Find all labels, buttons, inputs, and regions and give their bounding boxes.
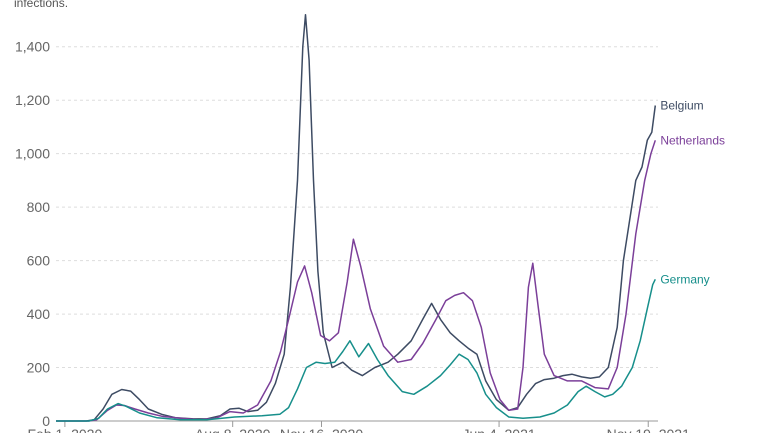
x-tick-label: Aug 8, 2020: [195, 426, 271, 433]
y-tick-label: 600: [27, 253, 51, 269]
x-axis: Feb 1, 2020 Aug 8, 2020 Nov 16, 2020 Jun 4,…: [28, 420, 690, 433]
series-lines: [56, 13, 657, 422]
series-line-netherlands: [56, 140, 657, 422]
x-tick-label: Feb 1, 2020: [28, 426, 103, 433]
series-line-germany: [56, 278, 656, 422]
series-labels: Belgium Netherlands Germany: [660, 99, 725, 287]
y-tick-label: 1,200: [15, 92, 50, 108]
y-tick-label: 0: [42, 413, 50, 429]
gridlines: [56, 46, 658, 369]
y-tick-label: 800: [27, 199, 51, 215]
series-label-germany: Germany: [660, 272, 709, 286]
y-tick-label: 1,000: [15, 146, 50, 162]
y-axis-ticks: 0 200 400 600 800 1,000 1,200 1,400: [15, 39, 50, 429]
x-tick-label: Jun 4, 2021: [462, 426, 535, 433]
chart-note: infections.: [14, 0, 69, 10]
y-tick-label: 400: [27, 306, 51, 322]
y-tick-label: 200: [27, 360, 51, 376]
series-line-belgium: [56, 13, 657, 422]
x-tick-label: Nov 19, 2021: [607, 426, 690, 433]
series-label-netherlands: Netherlands: [660, 133, 725, 147]
series-label-belgium: Belgium: [660, 99, 703, 113]
x-tick-label: Nov 16, 2020: [280, 426, 363, 433]
y-tick-label: 1,400: [15, 39, 50, 55]
